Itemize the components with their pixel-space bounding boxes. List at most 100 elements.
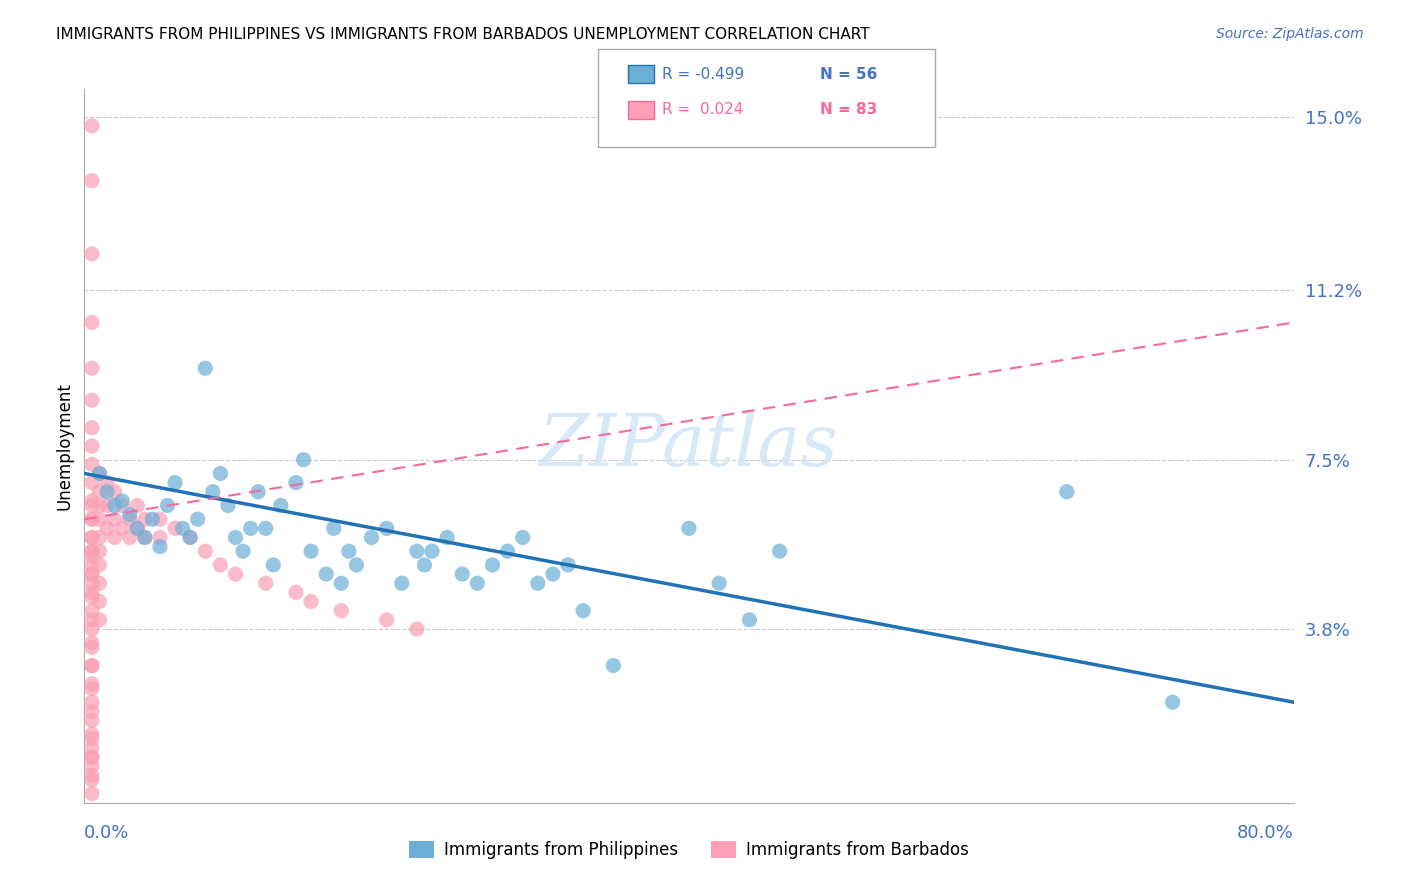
Point xyxy=(80,658,103,673)
Point xyxy=(96,484,118,499)
Point xyxy=(80,475,103,490)
Point xyxy=(127,521,149,535)
Point xyxy=(375,613,398,627)
Point xyxy=(165,475,187,490)
Point xyxy=(769,544,792,558)
Point xyxy=(172,521,194,535)
Point xyxy=(420,544,443,558)
Point xyxy=(80,740,103,755)
Point xyxy=(80,494,103,508)
Point xyxy=(89,613,111,627)
Point xyxy=(80,247,103,261)
Point xyxy=(89,512,111,526)
Point xyxy=(239,521,262,535)
Point xyxy=(80,704,103,718)
Point xyxy=(406,622,429,636)
Point xyxy=(247,484,270,499)
Point xyxy=(738,613,761,627)
Point xyxy=(541,567,564,582)
Point xyxy=(111,499,134,513)
Point xyxy=(80,361,103,376)
Point xyxy=(80,420,103,434)
Point xyxy=(413,558,436,572)
Point xyxy=(80,750,103,764)
Point xyxy=(80,549,103,563)
Point xyxy=(678,521,700,535)
Point xyxy=(80,531,103,545)
Point xyxy=(262,558,284,572)
Y-axis label: Unemployment: Unemployment xyxy=(55,382,73,510)
Point xyxy=(89,544,111,558)
Point xyxy=(127,499,149,513)
Point xyxy=(165,521,187,535)
Point xyxy=(89,467,111,481)
Point xyxy=(80,731,103,746)
Text: R =  0.024: R = 0.024 xyxy=(662,103,744,117)
Point xyxy=(80,316,103,330)
Point xyxy=(375,521,398,535)
Point xyxy=(451,567,474,582)
Point xyxy=(285,475,308,490)
Point xyxy=(209,558,232,572)
Point xyxy=(80,512,103,526)
Point xyxy=(527,576,550,591)
Point xyxy=(80,768,103,782)
Point xyxy=(179,531,201,545)
Point xyxy=(149,512,172,526)
Point xyxy=(80,772,103,787)
Point xyxy=(89,467,111,481)
Point xyxy=(149,531,172,545)
Point xyxy=(481,558,503,572)
Point xyxy=(80,458,103,472)
Point xyxy=(111,521,134,535)
Point xyxy=(80,727,103,741)
Point xyxy=(80,499,103,513)
Point xyxy=(104,531,127,545)
Point xyxy=(80,512,103,526)
Point xyxy=(80,174,103,188)
Point xyxy=(89,576,111,591)
Text: ZIPatlas: ZIPatlas xyxy=(538,410,839,482)
Point xyxy=(134,512,156,526)
Point xyxy=(127,521,149,535)
Point xyxy=(89,594,111,608)
Point xyxy=(80,544,103,558)
Point xyxy=(80,613,103,627)
Point xyxy=(254,521,277,535)
Point xyxy=(80,590,103,604)
Point xyxy=(602,658,624,673)
Point xyxy=(299,594,322,608)
Point xyxy=(80,567,103,582)
Point xyxy=(557,558,579,572)
Point xyxy=(285,585,308,599)
Point xyxy=(104,499,127,513)
Point xyxy=(346,558,368,572)
Point xyxy=(96,475,118,490)
Point xyxy=(134,531,156,545)
Point xyxy=(80,636,103,650)
Point xyxy=(225,567,247,582)
Point xyxy=(194,544,217,558)
Point xyxy=(80,759,103,773)
Point xyxy=(80,714,103,728)
Point xyxy=(89,484,111,499)
Point xyxy=(232,544,254,558)
Point xyxy=(292,452,315,467)
Point xyxy=(80,567,103,582)
Text: 80.0%: 80.0% xyxy=(1237,824,1294,842)
Point xyxy=(80,576,103,591)
Text: R = -0.499: R = -0.499 xyxy=(662,67,744,81)
Point xyxy=(104,484,127,499)
Point xyxy=(337,544,360,558)
Point xyxy=(209,467,232,481)
Point xyxy=(187,512,209,526)
Point xyxy=(322,521,344,535)
Point xyxy=(149,540,172,554)
Point xyxy=(254,576,277,591)
Point xyxy=(96,521,118,535)
Point xyxy=(80,750,103,764)
Point xyxy=(406,544,429,558)
Legend: Immigrants from Philippines, Immigrants from Barbados: Immigrants from Philippines, Immigrants … xyxy=(402,834,976,866)
Point xyxy=(89,531,111,545)
Point xyxy=(111,494,134,508)
